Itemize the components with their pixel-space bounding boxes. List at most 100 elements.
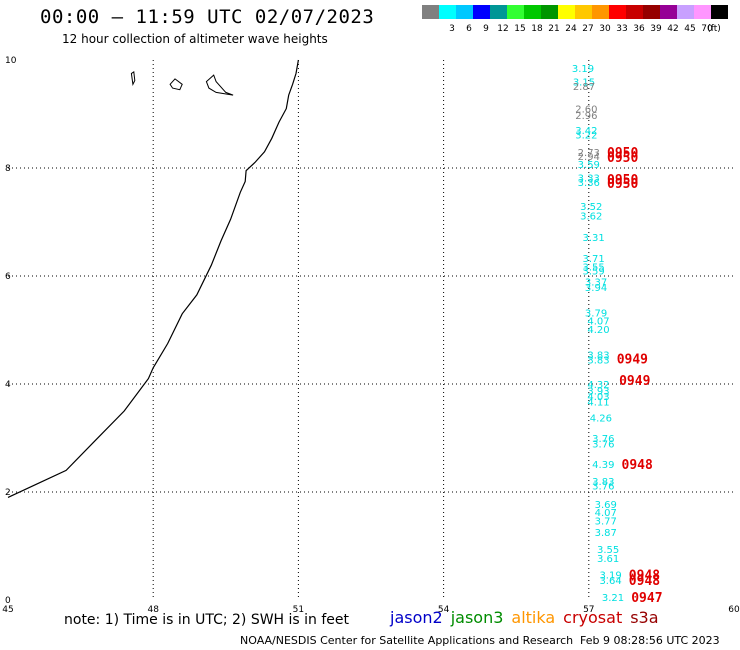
wave-height-label: 3.31 — [583, 233, 605, 244]
wave-height-label: 4.11 — [587, 397, 609, 408]
wave-height-label: 3.62 — [580, 212, 602, 223]
wave-height-label: 3.59 — [578, 160, 600, 171]
colorbar-bin — [558, 5, 575, 19]
footer-note: note: 1) Time is in UTC; 2) SWH is in fe… — [64, 612, 350, 628]
wave-height-label: 4.20 — [587, 325, 609, 336]
colorbar-bin — [575, 5, 592, 19]
wave-height-label: 3.76 — [592, 434, 614, 445]
colorbar-bin — [711, 5, 728, 19]
colorbar-bin — [541, 5, 558, 19]
colorbar-bin — [490, 5, 507, 19]
x-tick-label: 54 — [438, 605, 450, 615]
x-tick-label: 51 — [293, 605, 304, 615]
map-subtitle: 12 hour collection of altimeter wave hei… — [62, 32, 328, 46]
wave-height-label: 4.07 — [595, 508, 617, 519]
wave-height-label: 3.52 — [580, 202, 602, 213]
x-tick-label: 48 — [147, 605, 159, 615]
colorbar-bin — [456, 5, 473, 19]
colorbar-bin — [422, 5, 439, 19]
wave-height-label: 3.19 — [572, 64, 594, 75]
colorbar-label: 70 — [701, 24, 713, 34]
colorbar-label: 6 — [466, 24, 472, 34]
colorbar-bin — [677, 5, 694, 19]
satellite-legend: jason2 jason3 altika cryosat s3a — [390, 608, 667, 627]
pass-time-label: 0948 — [622, 458, 653, 473]
wave-height-label: 3.22 — [575, 131, 597, 142]
colorbar-unit: (ft) — [707, 24, 721, 34]
wave-height-label: 3.83 — [587, 356, 609, 367]
colorbar-label: 39 — [650, 24, 662, 34]
y-tick-label: 10 — [5, 56, 17, 66]
wave-height-label: 4.39 — [592, 460, 614, 471]
satellite-legend-entry: cryosat — [563, 608, 623, 627]
colorbar-label: 45 — [684, 24, 695, 34]
y-tick-label: 0 — [5, 596, 11, 606]
colorbar-label: 24 — [565, 24, 577, 34]
wave-height-label: 3.59 — [583, 267, 605, 278]
wave-height-label: 4.03 — [587, 392, 609, 403]
colorbar-label: 27 — [582, 24, 593, 34]
wave-height-label: 2.60 — [575, 105, 597, 116]
y-tick-label: 2 — [5, 488, 11, 498]
wave-height-label: 3.93 — [587, 386, 609, 397]
wave-height-label: 3.83 — [587, 350, 609, 361]
wave-height-label: 2.73 — [578, 148, 600, 159]
pass-time-label: 0950 — [607, 177, 638, 192]
colorbar-bin — [592, 5, 609, 19]
wave-height-label: 2.94 — [578, 152, 600, 163]
colorbar-bin — [524, 5, 541, 19]
pass-time-label: 0950 — [607, 151, 638, 166]
colorbar-label: 12 — [497, 24, 508, 34]
colorbar-bin — [660, 5, 677, 19]
satellite-legend-entry: altika — [511, 608, 556, 627]
wave-height-label: 3.64 — [599, 576, 621, 587]
colorbar-label: 30 — [599, 24, 611, 34]
wave-height-label: 3.83 — [592, 477, 614, 488]
colorbar-bin — [626, 5, 643, 19]
pass-time-label: 0948 — [629, 569, 660, 584]
colorbar-label: 42 — [667, 24, 678, 34]
x-tick-label: 60 — [728, 605, 740, 615]
island-outline — [169, 78, 183, 91]
wave-height-label: 3.61 — [597, 554, 619, 565]
map-grid — [8, 60, 734, 600]
y-tick-label: 4 — [5, 380, 11, 390]
colorbar-label: 33 — [616, 24, 627, 34]
colorbar-bin — [507, 5, 524, 19]
colorbar-bin — [643, 5, 660, 19]
coastline — [7, 59, 299, 498]
island-outline — [130, 71, 136, 86]
wave-height-label: 3.36 — [578, 178, 600, 189]
wave-height-label: 4.32 — [587, 380, 609, 391]
colorbar-label: 18 — [531, 24, 543, 34]
wave-height-label: 3.76 — [592, 482, 614, 493]
x-tick-label: 45 — [2, 605, 13, 615]
colorbar-bin — [609, 5, 626, 19]
wave-height-label: 3.94 — [585, 283, 607, 294]
pass-time-label: 0949 — [617, 353, 648, 368]
wave-height-label: 3.69 — [595, 500, 617, 511]
colorbar-bin — [694, 5, 711, 19]
wave-height-label: 3.42 — [575, 126, 597, 137]
wave-height-label: 3.15 — [573, 78, 595, 89]
satellite-legend-entry: s3a — [630, 608, 659, 627]
satellite-legend-entry: jason2 — [390, 608, 443, 627]
wave-height-label: 4.26 — [590, 413, 612, 424]
wave-height-label: 3.87 — [595, 528, 617, 539]
colorbar-label: 15 — [514, 24, 525, 34]
y-tick-label: 6 — [5, 272, 11, 282]
colorbar-bin — [473, 5, 490, 19]
colorbar-label: 21 — [548, 24, 559, 34]
x-tick-label: 57 — [583, 605, 594, 615]
wave-height-label: 2.87 — [573, 82, 595, 93]
wave-height-label: 3.37 — [585, 277, 607, 288]
satellite-legend-entry: jason3 — [450, 608, 504, 627]
wave-height-label: 3.19 — [599, 571, 621, 582]
wave-height-label: 3.55 — [597, 545, 619, 556]
wave-height-label: 3.79 — [585, 309, 607, 320]
y-tick-label: 8 — [5, 164, 11, 174]
wave-height-label: 4.07 — [587, 316, 609, 327]
credit-line: NOAA/NESDIS Center for Satellite Applica… — [240, 634, 574, 647]
wave-height-label: 3.21 — [602, 593, 624, 604]
